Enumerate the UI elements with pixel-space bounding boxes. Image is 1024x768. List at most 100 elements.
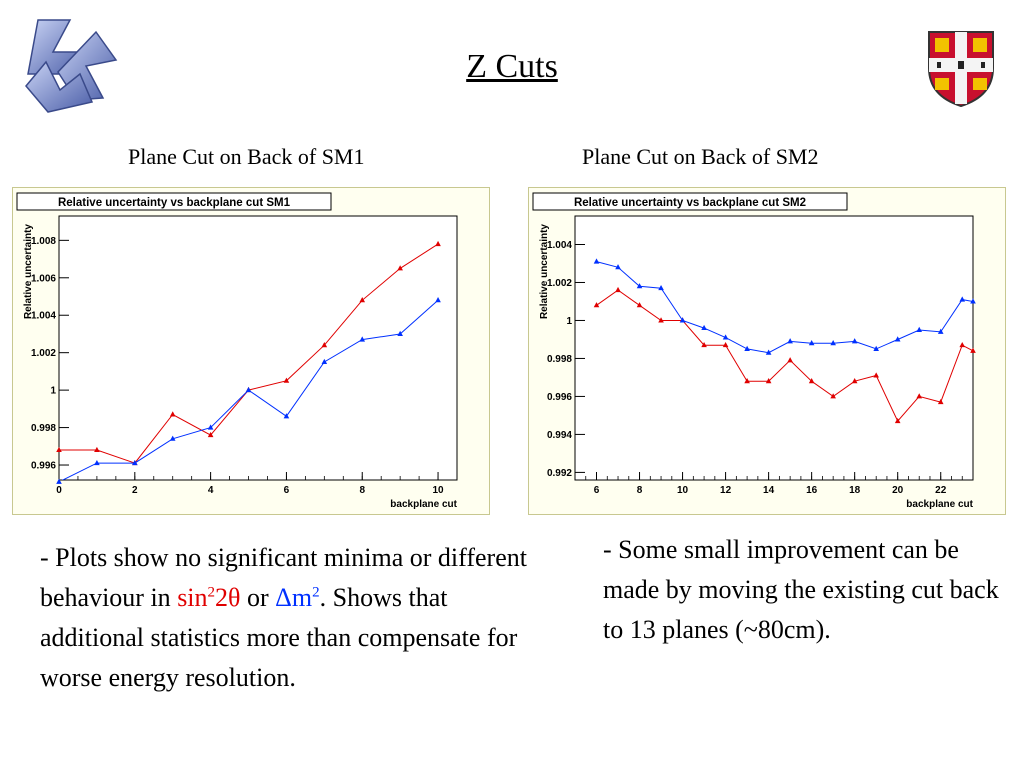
data-point-0: [959, 341, 966, 348]
data-point-0: [851, 378, 858, 384]
theta-label: 2θ: [215, 583, 241, 612]
data-point-0: [937, 398, 944, 405]
left-description: - Plots show no significant minima or di…: [40, 538, 530, 698]
data-point-1: [245, 386, 252, 393]
data-point-0: [894, 417, 901, 424]
x-tick-label: 18: [849, 485, 861, 496]
left-text-part1: - Plots show no significant minima or di…: [40, 543, 527, 612]
chart-sm1: Relative uncertainty vs backplane cut SM…: [16, 192, 458, 510]
data-point-1: [744, 345, 750, 351]
y-tick-label: 0.998: [31, 423, 56, 434]
y-tick-label: 1.002: [547, 278, 572, 289]
x-axis-label: backplane cut: [906, 499, 973, 510]
y-tick-label: 1.002: [31, 348, 56, 359]
chart-title-box: [16, 192, 332, 211]
y-axis-label: Relative uncertainty: [23, 224, 34, 319]
institution-logo-icon: [25, 19, 118, 113]
y-tick-label: 1.004: [31, 311, 56, 322]
left-text-part2: . Shows that additional statistics more …: [40, 583, 518, 692]
data-point-0: [658, 317, 664, 323]
y-tick-label: 0.998: [547, 354, 572, 365]
data-point-0: [283, 377, 290, 383]
data-point-0: [744, 378, 750, 384]
chart-panel-sm1: Relative uncertainty vs backplane cut SM…: [12, 187, 490, 515]
y-tick-label: 1.006: [31, 273, 56, 284]
data-point-1: [722, 334, 729, 340]
data-point-1: [94, 459, 100, 466]
data-point-1: [56, 478, 62, 484]
x-tick-label: 6: [594, 485, 600, 496]
x-tick-label: 2: [132, 485, 138, 496]
delta-m-superscript: 2: [312, 584, 320, 601]
x-tick-label: 16: [806, 485, 818, 496]
data-point-1: [207, 424, 214, 430]
data-point-1: [658, 284, 664, 291]
data-point-0: [615, 286, 621, 293]
data-point-0: [873, 372, 879, 378]
data-point-1: [787, 338, 793, 344]
plot-frame: [574, 215, 974, 481]
data-point-1: [894, 336, 901, 342]
right-plot-subtitle: Plane Cut on Back of SM2: [582, 144, 819, 169]
data-point-0: [970, 347, 976, 353]
data-point-0: [636, 302, 643, 308]
data-point-1: [283, 413, 290, 419]
data-point-0: [765, 378, 772, 384]
plot-frame: [58, 215, 458, 481]
data-point-1: [937, 328, 944, 334]
data-point-1: [169, 435, 176, 441]
x-tick-label: 22: [935, 485, 947, 496]
x-tick-label: 0: [56, 485, 62, 496]
slide-title: Z Cuts: [466, 48, 558, 85]
data-point-1: [765, 349, 772, 355]
y-tick-label: 1: [566, 316, 572, 327]
data-point-0: [94, 446, 100, 453]
data-point-0: [701, 341, 707, 348]
data-point-1: [397, 330, 403, 336]
x-tick-label: 6: [284, 485, 290, 496]
x-tick-label: 20: [892, 485, 904, 496]
or-label: or: [240, 583, 276, 612]
data-point-0: [56, 446, 62, 453]
chart-title-box: [532, 192, 848, 211]
data-point-1: [808, 340, 815, 346]
chart-title: Relative uncertainty vs backplane cut SM…: [58, 197, 291, 209]
data-point-1: [851, 338, 858, 344]
x-axis-label: backplane cut: [390, 499, 457, 510]
data-point-1: [873, 345, 879, 351]
data-point-1: [830, 340, 836, 346]
right-description: - Some small improvement can be made by …: [603, 535, 999, 644]
data-point-1: [916, 326, 923, 332]
x-tick-label: 10: [432, 485, 444, 496]
y-axis-label: Relative uncertainty: [539, 224, 550, 319]
sin-superscript: 2: [207, 584, 216, 601]
sin-label: sin: [177, 583, 208, 612]
x-tick-label: 4: [208, 485, 214, 496]
data-point-0: [722, 341, 729, 348]
x-tick-label: 8: [637, 485, 643, 496]
y-tick-label: 0.994: [547, 430, 572, 441]
data-point-0: [359, 297, 366, 303]
data-point-1: [435, 297, 441, 303]
left-plot-subtitle: Plane Cut on Back of SM1: [128, 144, 365, 169]
y-tick-label: 0.996: [547, 392, 572, 403]
data-point-1: [959, 296, 966, 302]
x-tick-label: 14: [763, 485, 775, 496]
x-tick-label: 8: [359, 485, 365, 496]
data-point-1: [359, 336, 366, 342]
data-point-1: [132, 459, 138, 466]
data-point-0: [207, 431, 214, 438]
data-point-0: [916, 393, 923, 399]
data-point-0: [830, 393, 836, 399]
chart-panel-sm2: Relative uncertainty vs backplane cut SM…: [528, 187, 1006, 515]
chart-title: Relative uncertainty vs backplane cut SM…: [574, 197, 806, 209]
data-point-0: [808, 378, 815, 384]
x-tick-label: 12: [720, 485, 732, 496]
data-point-1: [679, 317, 686, 323]
x-tick-label: 10: [677, 485, 689, 496]
y-tick-label: 1: [50, 386, 56, 397]
data-point-0: [169, 411, 176, 417]
data-point-1: [636, 283, 643, 289]
data-point-1: [615, 264, 621, 270]
data-point-1: [593, 258, 600, 264]
